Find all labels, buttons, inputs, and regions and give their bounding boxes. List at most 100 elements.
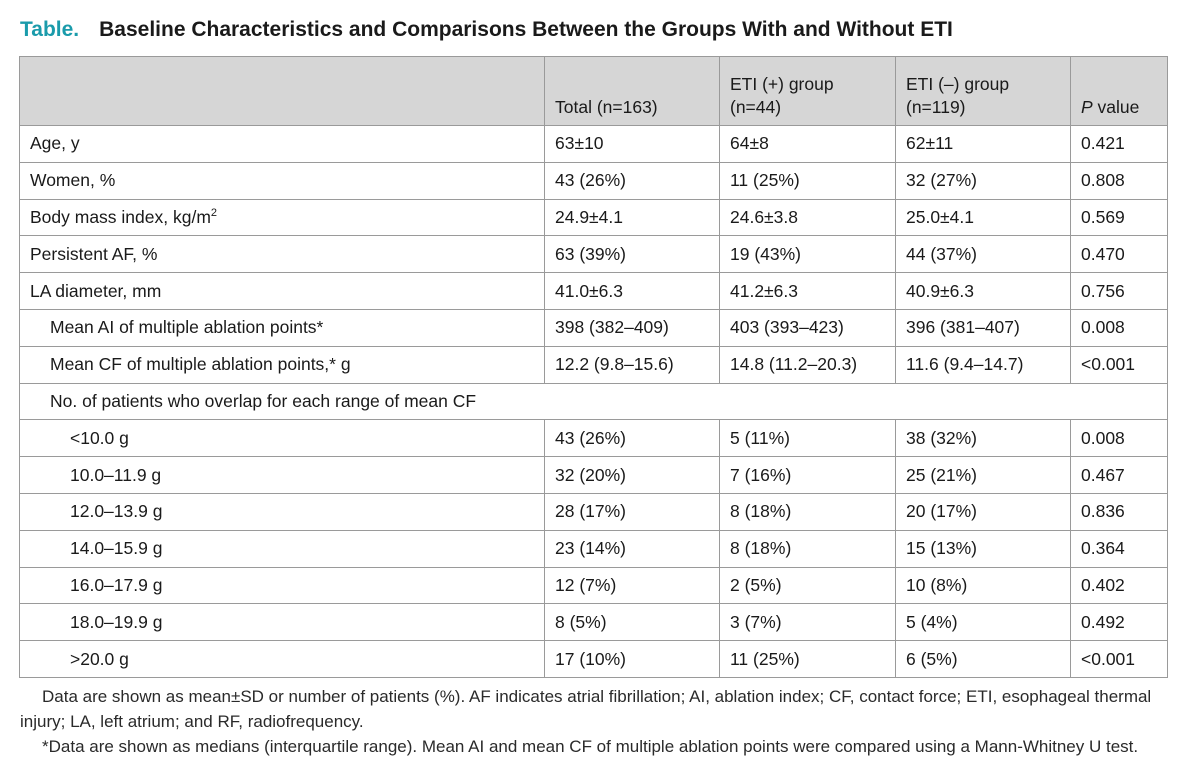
cell-p-value: 0.364 [1070,529,1168,568]
cell-total: 28 (17%) [544,492,720,531]
header-p-value: P value [1070,56,1168,126]
cell-eti-positive: 7 (16%) [719,456,896,494]
row-label-text: <10.0 g [70,427,129,448]
row-label: 10.0–11.9 g [19,456,545,494]
table-row: Women, % 43 (26%) 11 (25%) 32 (27%) 0.808 [19,161,1168,200]
row-label: LA diameter, mm [19,272,545,310]
table-row: Body mass index, kg/m2 24.9±4.1 24.6±3.8 25… [19,198,1168,237]
row-label-text: LA diameter, mm [30,280,162,301]
table-row: 14.0–15.9 g 23 (14%) 8 (18%) 15 (13%) 0.364 [19,529,1168,568]
table-row: <10.0 g 43 (26%) 5 (11%) 38 (32%) 0.008 [19,419,1168,458]
cell-total: 398 (382–409) [544,308,720,347]
cell-total: 32 (20%) [544,456,720,494]
cell-eti-positive: 24.6±3.8 [719,198,896,237]
cell-eti-positive: 19 (43%) [719,235,896,274]
table-row: 12.0–13.9 g 28 (17%) 8 (18%) 20 (17%) 0.836 [19,492,1168,531]
cell-p-value: 0.836 [1070,492,1168,531]
cell-eti-negative: 6 (5%) [895,640,1071,678]
header-p-rest: value [1092,97,1140,117]
cell-eti-positive: 64±8 [719,125,896,163]
cell-p-value: 0.467 [1070,456,1168,494]
cell-eti-positive: 403 (393–423) [719,308,896,347]
cell-p-value: <0.001 [1070,640,1168,678]
cell-eti-positive: 8 (18%) [719,492,896,531]
cell-eti-negative: 5 (4%) [895,603,1071,642]
row-label: No. of patients who overlap for each ran… [19,382,1168,421]
cell-p-value: <0.001 [1070,345,1168,384]
header-eti-positive: ETI (+) group (n=44) [719,56,896,126]
row-label: Women, % [19,161,545,200]
row-label-text: 16.0–17.9 g [70,574,163,595]
cell-eti-negative: 10 (8%) [895,566,1071,605]
row-label: <10.0 g [19,419,545,458]
row-label: Persistent AF, % [19,235,545,274]
table-row: No. of patients who overlap for each ran… [19,382,1168,421]
row-label-text: 10.0–11.9 g [70,464,162,485]
header-eti-negative: ETI (–) group (n=119) [895,56,1071,126]
table-row: Mean AI of multiple ablation points* 398 … [19,308,1168,347]
table-label: Table. [20,18,80,41]
cell-eti-positive: 2 (5%) [719,566,896,605]
cell-eti-negative: 25.0±4.1 [895,198,1071,237]
cell-total: 17 (10%) [544,640,720,678]
cell-total: 23 (14%) [544,529,720,568]
table-footnotes: Data are shown as mean±SD or number of p… [20,684,1180,759]
row-label: Age, y [19,125,545,163]
cell-eti-negative: 396 (381–407) [895,308,1071,347]
cell-eti-positive: 11 (25%) [719,640,896,678]
row-label-text: Persistent AF, % [30,243,158,264]
row-label-superscript: 2 [210,207,218,220]
header-characteristic [19,56,545,126]
cell-p-value: 0.808 [1070,161,1168,200]
cell-eti-negative: 40.9±6.3 [895,272,1071,310]
cell-total: 12 (7%) [544,566,720,605]
cell-p-value: 0.470 [1070,235,1168,274]
row-label-text: 12.0–13.9 g [70,501,163,522]
table-caption: Baseline Characteristics and Comparisons… [99,18,953,41]
cell-total: 41.0±6.3 [544,272,720,310]
row-label-text: 18.0–19.9 g [70,611,163,632]
cell-total: 63±10 [544,125,720,163]
cell-eti-negative: 62±11 [895,125,1071,163]
cell-total: 43 (26%) [544,419,720,458]
cell-eti-negative: 44 (37%) [895,235,1071,274]
cell-eti-positive: 11 (25%) [719,161,896,200]
row-label-text: Age, y [30,133,80,154]
table-row: 18.0–19.9 g 8 (5%) 3 (7%) 5 (4%) 0.492 [19,603,1168,642]
table-row: 16.0–17.9 g 12 (7%) 2 (5%) 10 (8%) 0.402 [19,566,1168,605]
cell-eti-negative: 20 (17%) [895,492,1071,531]
cell-p-value: 0.008 [1070,419,1168,458]
cell-p-value: 0.421 [1070,125,1168,163]
footnote-abbreviations: Data are shown as mean±SD or number of p… [20,687,1152,731]
row-label-text: Mean CF of multiple ablation points,* g [50,354,351,375]
row-label-text: Women, % [30,170,116,191]
row-label: Body mass index, kg/m2 [19,198,545,237]
cell-total: 24.9±4.1 [544,198,720,237]
cell-eti-positive: 41.2±6.3 [719,272,896,310]
cell-eti-positive: 3 (7%) [719,603,896,642]
cell-eti-positive: 5 (11%) [719,419,896,458]
table-row: 10.0–11.9 g 32 (20%) 7 (16%) 25 (21%) 0.467 [19,456,1168,494]
table-row: >20.0 g 17 (10%) 11 (25%) 6 (5%) <0.001 [19,640,1168,678]
table-header-row: Total (n=163) ETI (+) group (n=44) ETI (… [19,56,1168,126]
row-label-text: >20.0 g [70,648,129,669]
cell-total: 12.2 (9.8–15.6) [544,345,720,384]
header-total: Total (n=163) [544,56,720,126]
cell-p-value: 0.492 [1070,603,1168,642]
row-label: Mean AI of multiple ablation points* [19,308,545,347]
cell-p-value: 0.402 [1070,566,1168,605]
table-title: Table. Baseline Characteristics and Compa… [20,18,953,42]
cell-eti-negative: 25 (21%) [895,456,1071,494]
row-label-text: 14.0–15.9 g [70,538,163,559]
row-label: 14.0–15.9 g [19,529,545,568]
row-label-text: No. of patients who overlap for each ran… [50,390,477,411]
row-label: 18.0–19.9 g [19,603,545,642]
table-row: Mean CF of multiple ablation points,* g 1… [19,345,1168,384]
row-label-text: Body mass index, kg/m [30,206,211,227]
row-label: Mean CF of multiple ablation points,* g [19,345,545,384]
row-label: >20.0 g [19,640,545,678]
footnote-medians: *Data are shown as medians (interquartil… [42,737,1139,756]
cell-eti-negative: 38 (32%) [895,419,1071,458]
header-p-italic: P [1081,97,1093,117]
row-label: 16.0–17.9 g [19,566,545,605]
